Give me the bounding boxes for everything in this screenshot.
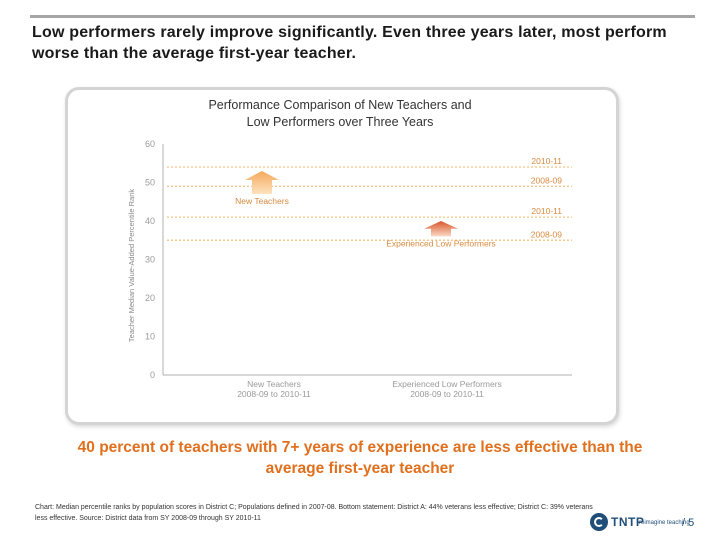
- y-tick-label: 0: [150, 370, 155, 380]
- x-category-period-label: 2008-09 to 2010-11: [410, 389, 484, 399]
- logo-mark-icon: [590, 513, 608, 531]
- key-finding-callout: 40 percent of teachers with 7+ years of …: [77, 439, 643, 477]
- y-tick-label: 20: [145, 293, 155, 303]
- x-category-label: New Teachers: [247, 379, 301, 389]
- chart-title-line-2: Low Performers over Three Years: [246, 115, 434, 129]
- y-tick-label: 10: [145, 332, 155, 342]
- y-tick-label: 40: [145, 216, 155, 226]
- arrow-label: Experienced Low Performers: [386, 238, 496, 248]
- reference-line-year-label: 2010-11: [531, 156, 562, 166]
- arrow-label: New Teachers: [235, 196, 289, 206]
- logo-text: TNTP: [611, 515, 645, 529]
- slide-headline: Low performers rarely improve significan…: [32, 24, 667, 62]
- chart-frame: [65, 87, 619, 425]
- y-tick-label: 50: [145, 178, 155, 188]
- reference-line-year-label: 2008-09: [531, 175, 562, 185]
- y-tick-label: 60: [145, 139, 155, 149]
- chart-title-line-1: Performance Comparison of New Teachers a…: [208, 98, 472, 112]
- y-tick-label: 30: [145, 255, 155, 265]
- x-category-label: Experienced Low Performers: [392, 379, 502, 389]
- change-arrow: [424, 221, 458, 237]
- reference-line-year-label: 2008-09: [531, 229, 562, 239]
- chart-title: Performance Comparison of New Teachers a…: [160, 97, 520, 131]
- tntp-logo: TNTP reimagine teaching: [590, 513, 690, 533]
- top-rule: [30, 15, 695, 18]
- page-number: / 5: [682, 517, 695, 529]
- x-category-period-label: 2008-09 to 2010-11: [237, 389, 311, 399]
- change-arrow: [245, 170, 279, 195]
- reference-line-year-label: 2010-11: [531, 206, 562, 216]
- footnote: Chart: Median percentile ranks by popula…: [35, 504, 593, 522]
- logo-tagline: reimagine teaching: [639, 520, 690, 526]
- y-axis-label: Teacher Median Value-Added Percentile Ra…: [127, 189, 136, 343]
